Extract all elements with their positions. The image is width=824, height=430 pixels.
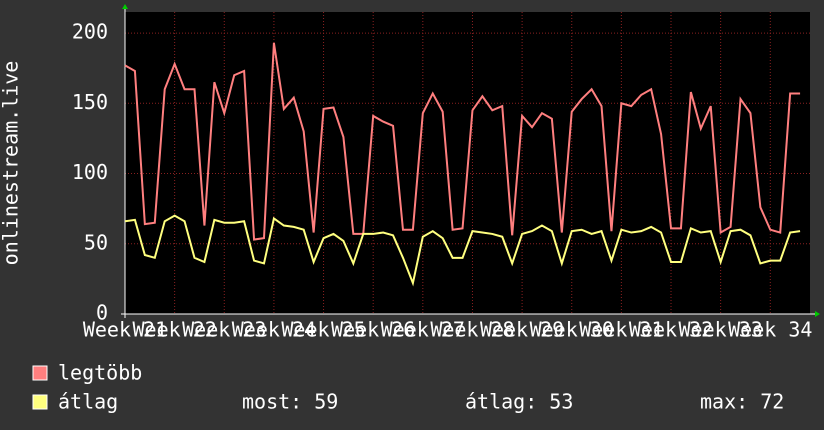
y-tick-label: 200	[72, 20, 108, 44]
legend-label: legtöbb	[58, 361, 142, 385]
x-tick-label: Week 23	[182, 318, 266, 342]
legend-label: átlag	[58, 390, 118, 414]
axis-arrow	[815, 311, 820, 317]
x-tick-label: Week 22	[132, 318, 216, 342]
y-tick-label: 150	[72, 90, 108, 114]
x-tick-label: Week 30	[530, 318, 614, 342]
x-tick-label: Week 29	[480, 318, 564, 342]
x-tick-label: Week 25	[281, 318, 365, 342]
x-tick-label: Week 31	[579, 318, 663, 342]
x-tick-label: Week 21	[83, 318, 167, 342]
stat: most: 59	[242, 390, 338, 414]
y-tick-label: 0	[96, 301, 108, 325]
y-tick-label: 50	[84, 230, 108, 254]
x-tick-label: Week 32	[629, 318, 713, 342]
legend-swatch	[32, 365, 48, 381]
x-tick-label: Week 28	[430, 318, 514, 342]
y-axis-label: onlinestream.live	[0, 61, 23, 266]
x-tick-label: Week 27	[381, 318, 465, 342]
stat: max: 72	[700, 390, 784, 414]
series-line	[124, 42, 801, 241]
x-tick-label: Week 26	[331, 318, 415, 342]
x-tick-label: Week 24	[232, 318, 316, 342]
stat: átlag: 53	[465, 390, 573, 414]
series-line	[124, 214, 801, 287]
legend-swatch	[32, 394, 48, 410]
x-tick-label: Week 33	[679, 318, 763, 342]
axis-arrow	[122, 4, 128, 9]
x-tick-label: Week 34	[728, 318, 812, 342]
y-tick-label: 100	[72, 160, 108, 184]
